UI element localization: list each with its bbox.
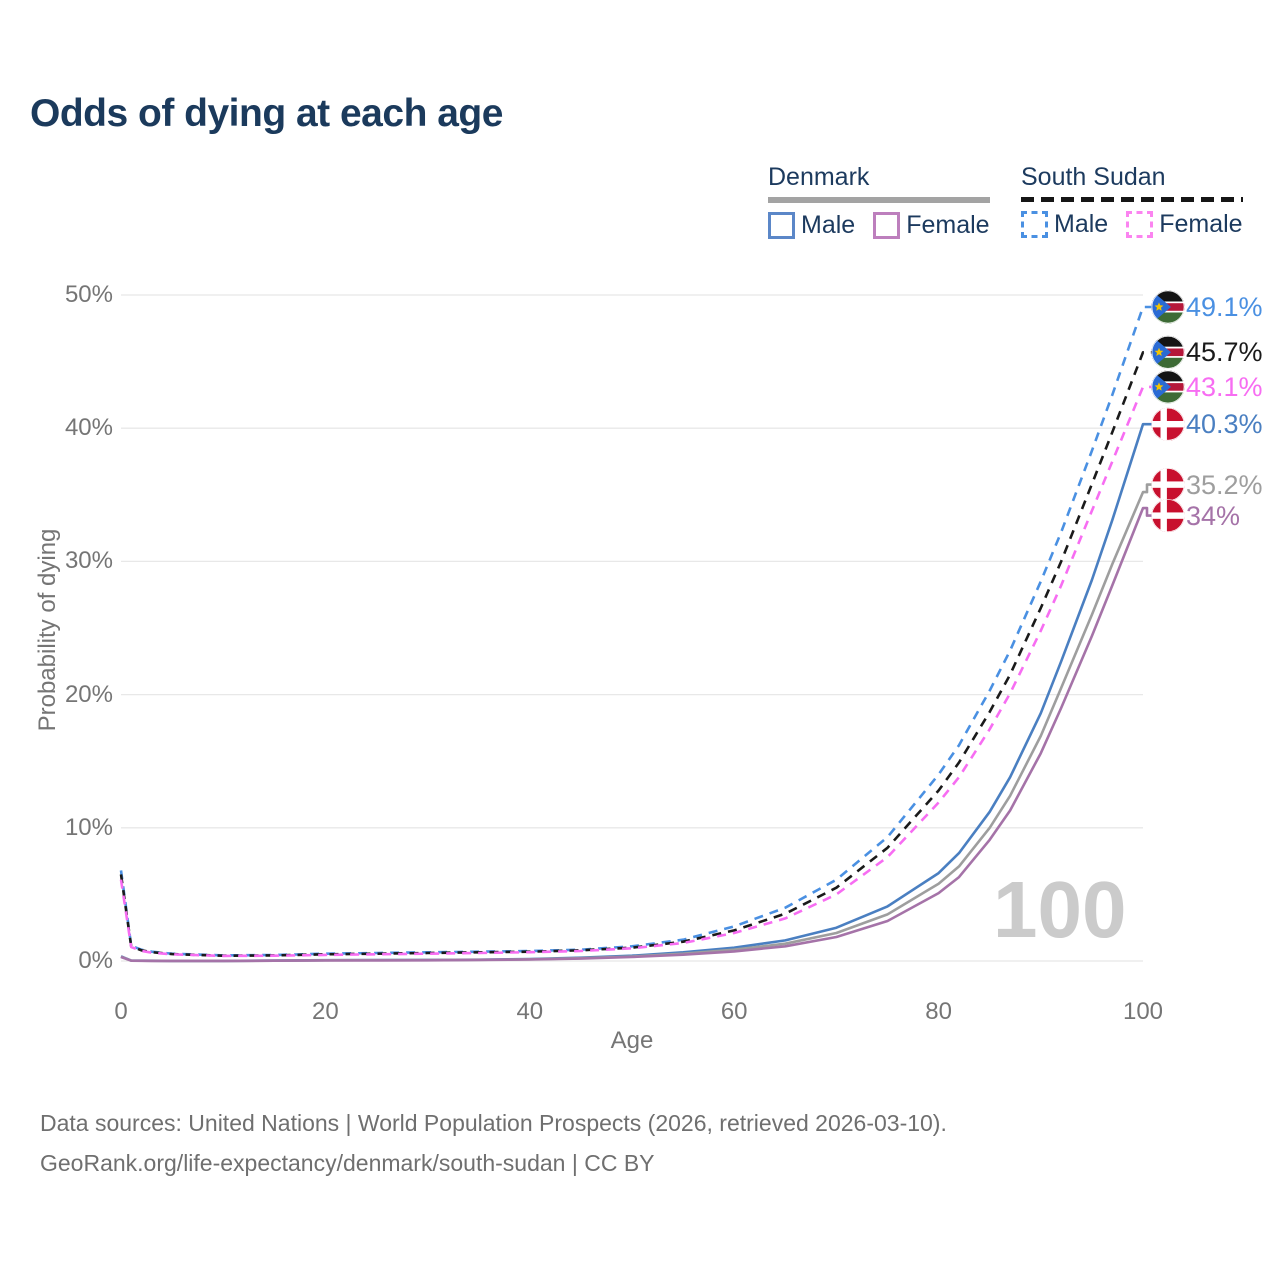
legend-label-denmark-female: Female <box>906 211 990 239</box>
legend-label-south-sudan-male: Male <box>1054 210 1109 238</box>
legend-item-south-sudan-female[interactable]: Female <box>1126 210 1243 239</box>
denmark-female-swatch-icon <box>873 212 901 239</box>
legend-group-denmark: Denmark Male Female <box>768 163 990 240</box>
footer-data-sources: Data sources: United Nations | World Pop… <box>40 1110 947 1136</box>
x-tick-label-60: 60 <box>720 998 748 1025</box>
end-value-label-denmark-both-sexes: 35.2% <box>1186 469 1263 500</box>
x-tick-label-100: 100 <box>1122 998 1164 1025</box>
legend-country-south-sudan[interactable]: South Sudan <box>1021 163 1166 191</box>
denmark-flag-icon <box>1151 407 1185 441</box>
y-tick-label-10: 10% <box>64 813 113 841</box>
legend-item-denmark-female[interactable]: Female <box>873 211 990 240</box>
y-tick-label-0: 0% <box>78 947 113 974</box>
denmark-line-style-sample <box>768 197 990 203</box>
y-tick-label-30: 30% <box>64 547 113 575</box>
legend-group-south-sudan: South Sudan Male Female <box>1021 163 1243 239</box>
series-line-south-sudan-male <box>119 305 1152 957</box>
south-sudan-flag-icon <box>1151 335 1185 369</box>
end-value-label-south-sudan-both-sexes: 45.7% <box>1186 337 1263 368</box>
series-line-south-sudan-female <box>119 385 1152 958</box>
south-sudan-flag-icon <box>1151 290 1185 324</box>
legend-label-south-sudan-female: Female <box>1159 210 1243 238</box>
y-tick-label-40: 40% <box>64 414 113 442</box>
series-line-denmark-female <box>120 506 1152 963</box>
legend-item-south-sudan-male[interactable]: Male <box>1021 210 1108 239</box>
end-value-label-denmark-female: 34% <box>1186 500 1241 531</box>
x-tick-label-80: 80 <box>925 998 952 1025</box>
end-value-label-south-sudan-male: 49.1% <box>1186 291 1263 322</box>
x-axis-title: Age <box>610 1027 654 1054</box>
x-tick-label-20: 20 <box>312 998 339 1025</box>
denmark-flag-icon <box>1151 499 1185 533</box>
south-sudan-male-swatch-icon <box>1021 211 1048 238</box>
south-sudan-flag-icon <box>1151 370 1185 404</box>
x-tick-label-40: 40 <box>516 998 544 1025</box>
footer-attribution: GeoRank.org/life-expectancy/denmark/sout… <box>40 1150 655 1176</box>
end-value-label-south-sudan-female: 43.1% <box>1186 371 1263 402</box>
legend-country-denmark[interactable]: Denmark <box>768 163 870 191</box>
x-tick-label-0: 0 <box>114 998 128 1025</box>
south-sudan-female-swatch-icon <box>1126 211 1154 238</box>
south-sudan-line-style-sample <box>1021 197 1243 202</box>
y-tick-label-20: 20% <box>64 680 113 708</box>
series-line-south-sudan-both-sexes <box>119 351 1152 957</box>
end-value-label-denmark-male: 40.3% <box>1186 409 1263 440</box>
page-title: Odds of dying at each age <box>30 92 503 135</box>
age-counter-watermark: 100 <box>993 865 1127 954</box>
legend-label-denmark-male: Male <box>801 211 856 239</box>
y-axis-title: Probability of dying <box>34 528 61 732</box>
denmark-flag-icon <box>1151 468 1185 502</box>
legend-item-denmark-male[interactable]: Male <box>768 211 855 240</box>
denmark-male-swatch-icon <box>768 212 795 239</box>
y-tick-label-50: 50% <box>64 281 113 308</box>
